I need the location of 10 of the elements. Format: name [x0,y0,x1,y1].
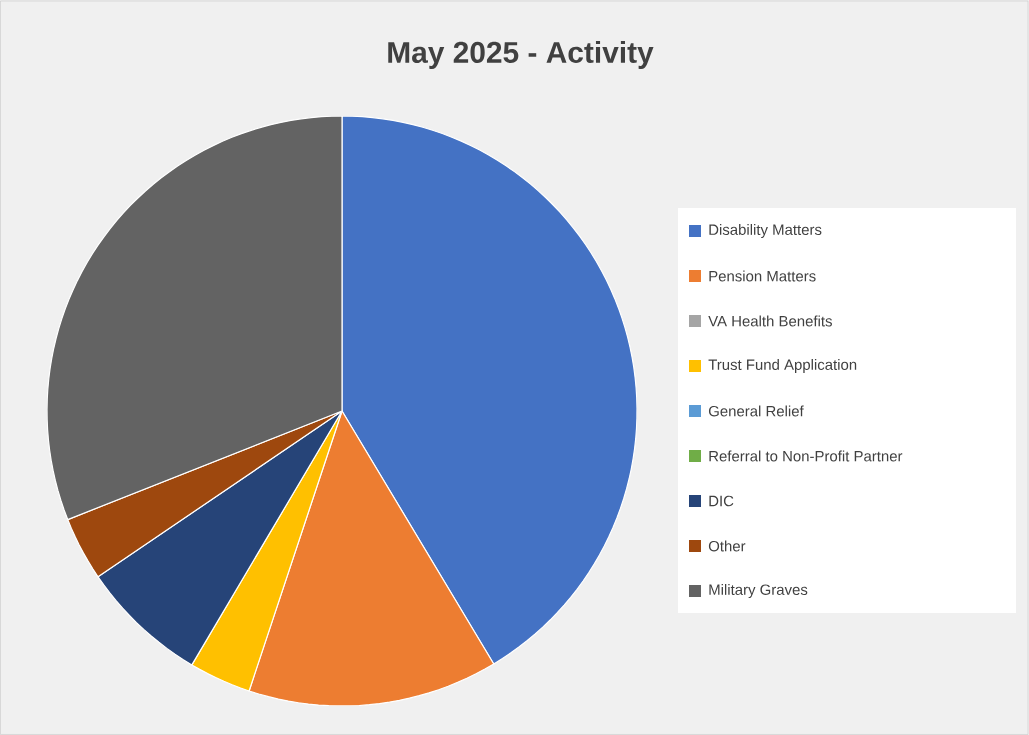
legend-label: Trust Fund Application [708,359,857,373]
chart-title: May 2025 - Activity [388,41,654,69]
legend-label: DIC [709,495,734,507]
legend-label: Pension Matters [709,270,816,282]
legend-label: Referral to Non-Profit Partner [709,450,903,462]
legend-label: Military Graves [709,584,808,598]
legend-label: General Relief [708,405,804,417]
legend-label: Disability Matters [709,224,822,238]
legend-label: VA Health Benefits [708,315,832,327]
legend-label: Other [708,540,746,552]
